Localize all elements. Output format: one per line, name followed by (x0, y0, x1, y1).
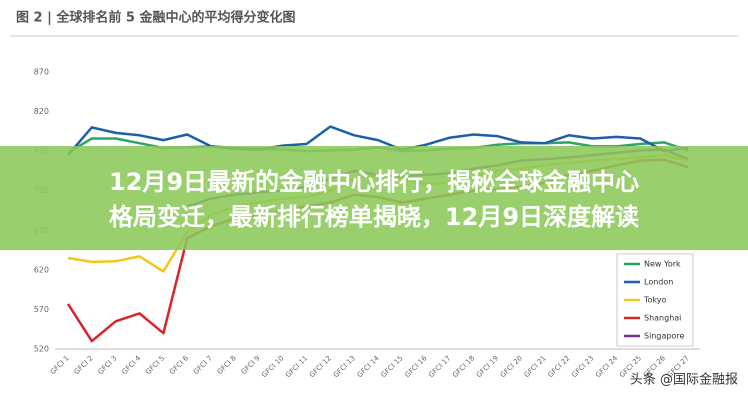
y-tick-label: 820 (34, 107, 49, 116)
legend-label: Singapore (644, 332, 684, 341)
legend-label: New York (644, 260, 681, 269)
y-tick-label: 620 (34, 265, 49, 274)
legend-label: London (644, 278, 673, 287)
banner (0, 146, 748, 250)
chart-title: 图 2 | 全球排名前 5 金融中心的平均得分变化图 (16, 10, 295, 26)
series-line (67, 125, 689, 156)
y-tick-label: 570 (34, 305, 49, 314)
y-tick-label: 520 (34, 345, 49, 354)
watermark: 头条 @国际金融报 (630, 372, 738, 388)
legend-label: Shanghai (644, 314, 681, 323)
banner-line: 格局变迁，最新排行榜单揭晓，12月9日深度解读 (109, 203, 639, 231)
y-tick-label: 870 (34, 68, 49, 77)
banner-line: 12月9日最新的金融中心排行，揭秘全球金融中心 (109, 168, 639, 196)
legend-label: Tokyo (643, 296, 667, 305)
